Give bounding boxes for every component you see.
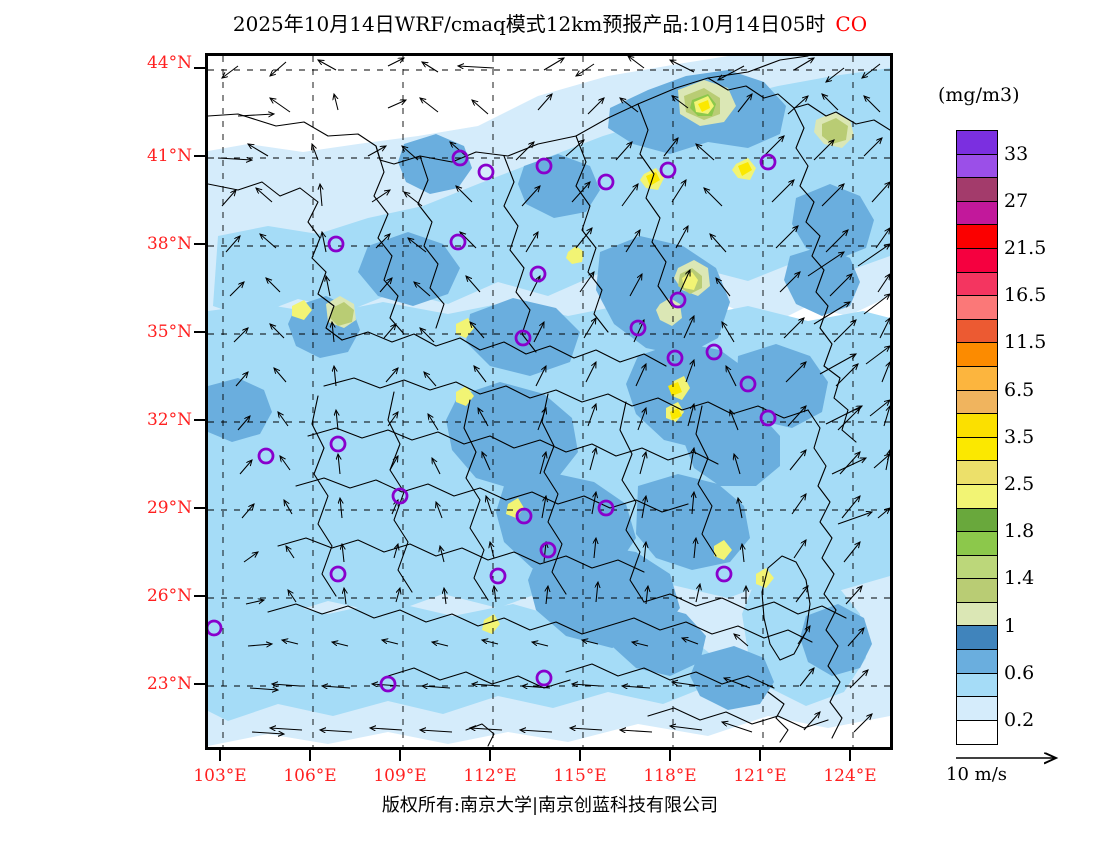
graticule (208, 56, 890, 747)
colorbar-segment (957, 579, 997, 603)
ytick-mark (194, 67, 205, 69)
ytick-label-44N: 44°N (146, 53, 192, 73)
colorbar-label: 21.5 (1004, 237, 1047, 259)
wind-scale-label: 10 m/s (946, 764, 1007, 785)
ytick-mark (194, 419, 205, 421)
xtick-label-106E: 106°E (283, 766, 337, 786)
colorbar-segment (957, 319, 997, 344)
ytick-label-35N: 35°N (146, 322, 192, 342)
colorbar-segment (957, 131, 997, 155)
colorbar-label: 1.4 (1004, 567, 1035, 590)
colorbar-segment (957, 414, 997, 438)
xtick-mark (669, 750, 671, 761)
ytick-label-26N: 26°N (146, 586, 192, 606)
colorbar-segment (957, 390, 997, 415)
colorbar-label: 27 (1004, 189, 1029, 212)
xtick-mark (399, 750, 401, 761)
xtick-label-112E: 112°E (463, 766, 517, 786)
xtick-mark (849, 750, 851, 761)
colorbar-segment (957, 201, 997, 226)
xtick-label-121E: 121°E (733, 766, 787, 786)
colorbar-segment (957, 555, 997, 580)
ytick-label-23N: 23°N (146, 674, 192, 694)
ytick-mark (194, 683, 205, 685)
colorbar-segment (957, 225, 997, 249)
copyright-notice: 版权所有:南京大学|南京创蓝科技有限公司 (381, 795, 719, 816)
colorbar-segment (957, 154, 997, 179)
colorbar-segment (957, 673, 997, 698)
map-canvas (208, 56, 890, 747)
colorbar-label: 1 (1004, 614, 1017, 637)
colorbar-segment (957, 272, 997, 297)
colorbar-segment (957, 366, 997, 391)
colorbar-segment (957, 461, 997, 485)
colorbar-segment (957, 178, 997, 202)
colorbar-segment (957, 296, 997, 320)
xtick-mark (759, 750, 761, 761)
ytick-label-41N: 41°N (146, 146, 192, 166)
xtick-label-115E: 115°E (553, 766, 607, 786)
colorbar-segment (957, 248, 997, 273)
page-title: 2025年10月14日WRF/cmaq模式12km预报产品:10月14日05时 C… (0, 8, 1100, 37)
xtick-label-109E: 109°E (373, 766, 427, 786)
ytick-mark (194, 243, 205, 245)
colorbar-label: 33 (1004, 142, 1029, 165)
colorbar-segment (957, 437, 997, 462)
concentration-field (208, 56, 890, 747)
station-markers[interactable] (208, 149, 777, 693)
colorbar-label: 3.5 (1004, 425, 1035, 448)
administrative-boundaries (208, 56, 890, 747)
colorbar-unit-label: (mg/m3) (938, 84, 1020, 106)
ytick-mark (194, 155, 205, 157)
xtick-mark (489, 750, 491, 761)
title-main-text: 2025年10月14日WRF/cmaq模式12km预报产品:10月14日05时 (232, 12, 826, 36)
xtick-mark (579, 750, 581, 761)
colorbar-label: 0.2 (1004, 709, 1035, 731)
ytick-mark (194, 331, 205, 333)
xtick-label-103E: 103°E (193, 766, 247, 786)
colorbar-label: 11.5 (1004, 331, 1047, 354)
ytick-mark (194, 595, 205, 597)
colorbar-segment (957, 484, 997, 509)
colorbar-segment (957, 532, 997, 556)
ytick-mark (194, 507, 205, 509)
colorbar-label: 1.8 (1004, 520, 1035, 543)
colorbar-label: 16.5 (1004, 284, 1047, 307)
ytick-label-32N: 32°N (146, 410, 192, 430)
colorbar-segment (957, 343, 997, 367)
colorbar-segment (957, 650, 997, 674)
xtick-label-118E: 118°E (643, 766, 697, 786)
colorbar-label: 0.6 (1004, 661, 1035, 684)
colorbar-segment (957, 508, 997, 533)
ytick-label-29N: 29°N (146, 498, 192, 518)
wind-vector-field (217, 56, 890, 734)
xtick-mark (219, 750, 221, 761)
colorbar-segment (957, 602, 997, 627)
colorbar-label: 6.5 (1004, 378, 1035, 401)
colorbar-segment (957, 720, 997, 745)
xtick-label-124E: 124°E (823, 766, 877, 786)
map-plot-area[interactable] (205, 53, 893, 750)
colorbar-segment (957, 626, 997, 651)
ytick-label-38N: 38°N (146, 234, 192, 254)
title-species-label: CO (835, 12, 868, 36)
colorbar-segment (957, 697, 997, 721)
wind-scale-arrow (956, 744, 1082, 790)
xtick-mark (309, 750, 311, 761)
colorbar[interactable] (956, 130, 998, 746)
colorbar-label: 2.5 (1004, 473, 1035, 495)
